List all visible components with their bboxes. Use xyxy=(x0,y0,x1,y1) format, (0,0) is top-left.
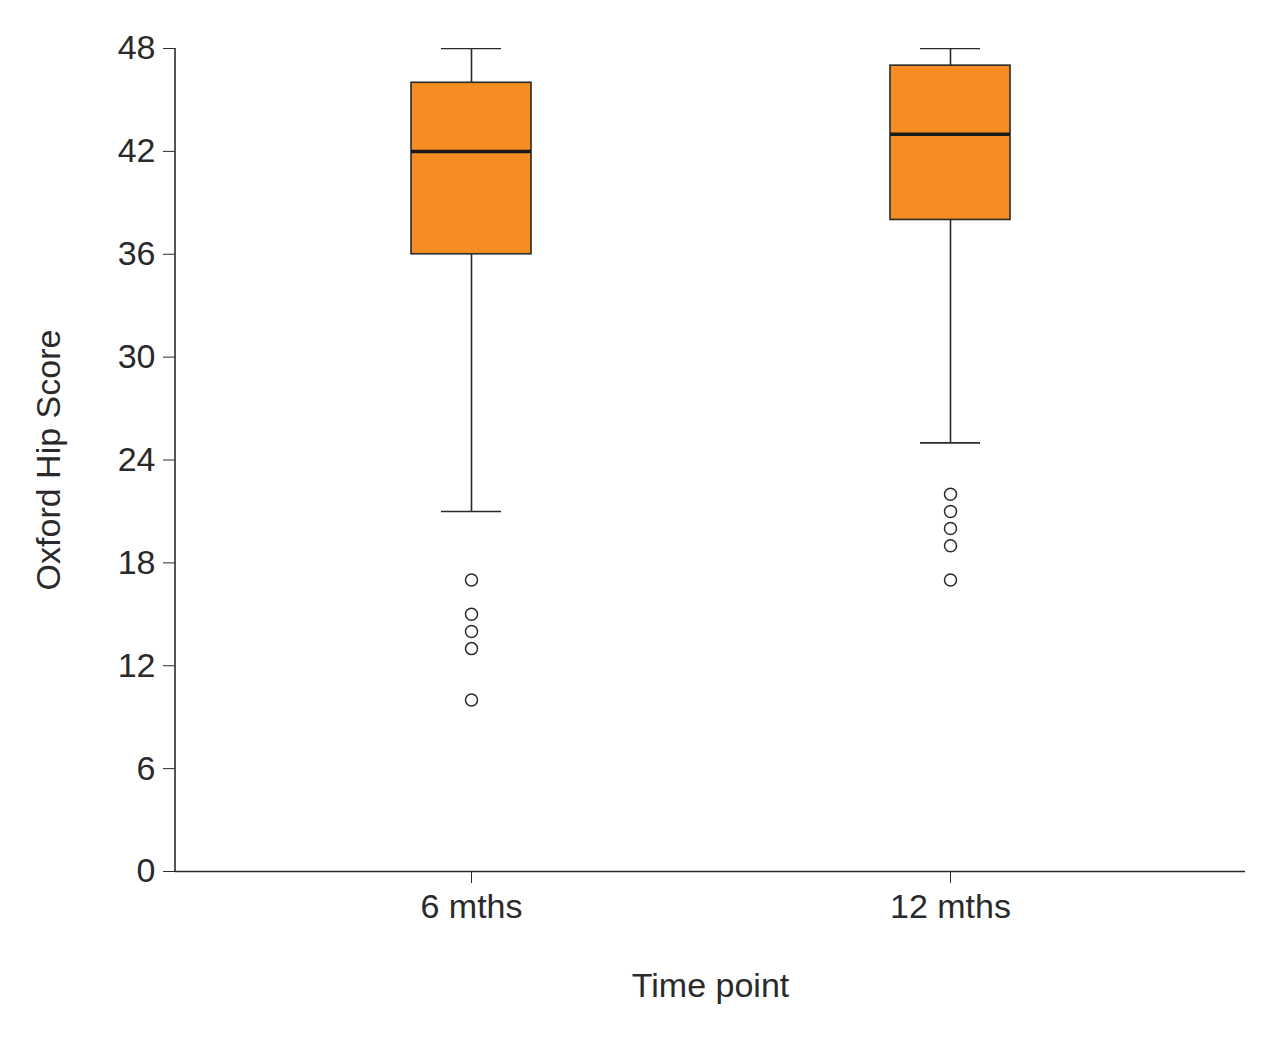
svg-text:0: 0 xyxy=(137,851,156,889)
svg-text:12 mths: 12 mths xyxy=(890,887,1011,925)
svg-text:6 mths: 6 mths xyxy=(420,887,522,925)
svg-text:12: 12 xyxy=(118,646,156,684)
svg-text:30: 30 xyxy=(118,337,156,375)
svg-text:Time point: Time point xyxy=(632,966,790,1004)
svg-text:24: 24 xyxy=(118,440,156,478)
svg-text:42: 42 xyxy=(118,131,156,169)
svg-text:36: 36 xyxy=(118,234,156,272)
svg-text:6: 6 xyxy=(137,749,156,787)
svg-text:18: 18 xyxy=(118,543,156,581)
svg-text:48: 48 xyxy=(118,28,156,66)
svg-text:Oxford Hip Score: Oxford Hip Score xyxy=(29,330,67,591)
